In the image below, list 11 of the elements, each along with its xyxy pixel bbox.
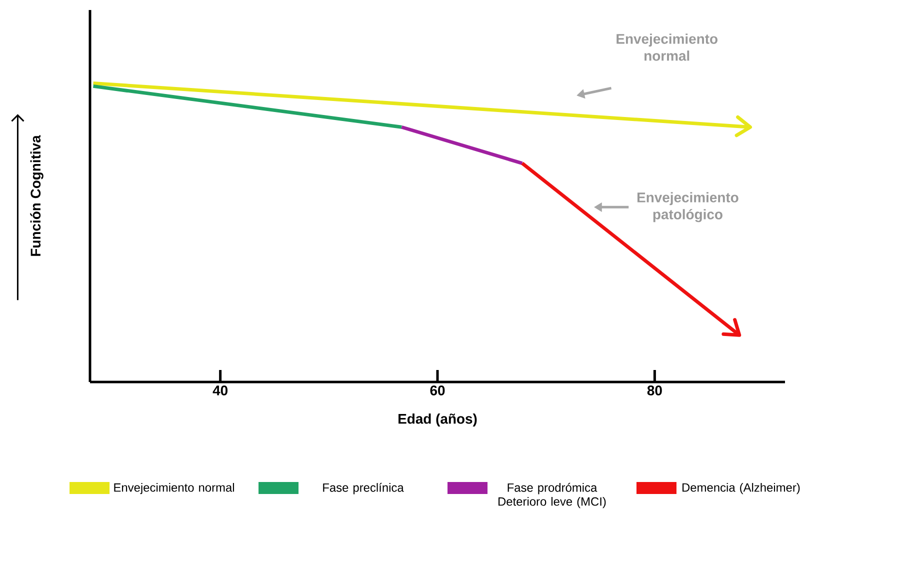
legend-label: Demencia (Alzheimer) (682, 482, 800, 494)
y-axis-title: Función Cognitiva (30, 135, 44, 256)
legend-label: Fase prodrómica Deterioro leve (MCI) (498, 482, 606, 508)
legend-label: Envejecimiento normal (114, 482, 234, 494)
text: Envejecimiento normal (616, 34, 718, 61)
x-tick-label: 40 (212, 386, 228, 396)
x-axis-title: Edad (años) (398, 414, 477, 427)
legend-label: Fase preclínica (323, 482, 404, 494)
x-tick-label: 80 (647, 386, 662, 396)
x-tick-label: 60 (430, 386, 445, 396)
annotation: Envejecimiento patológico (637, 192, 738, 222)
